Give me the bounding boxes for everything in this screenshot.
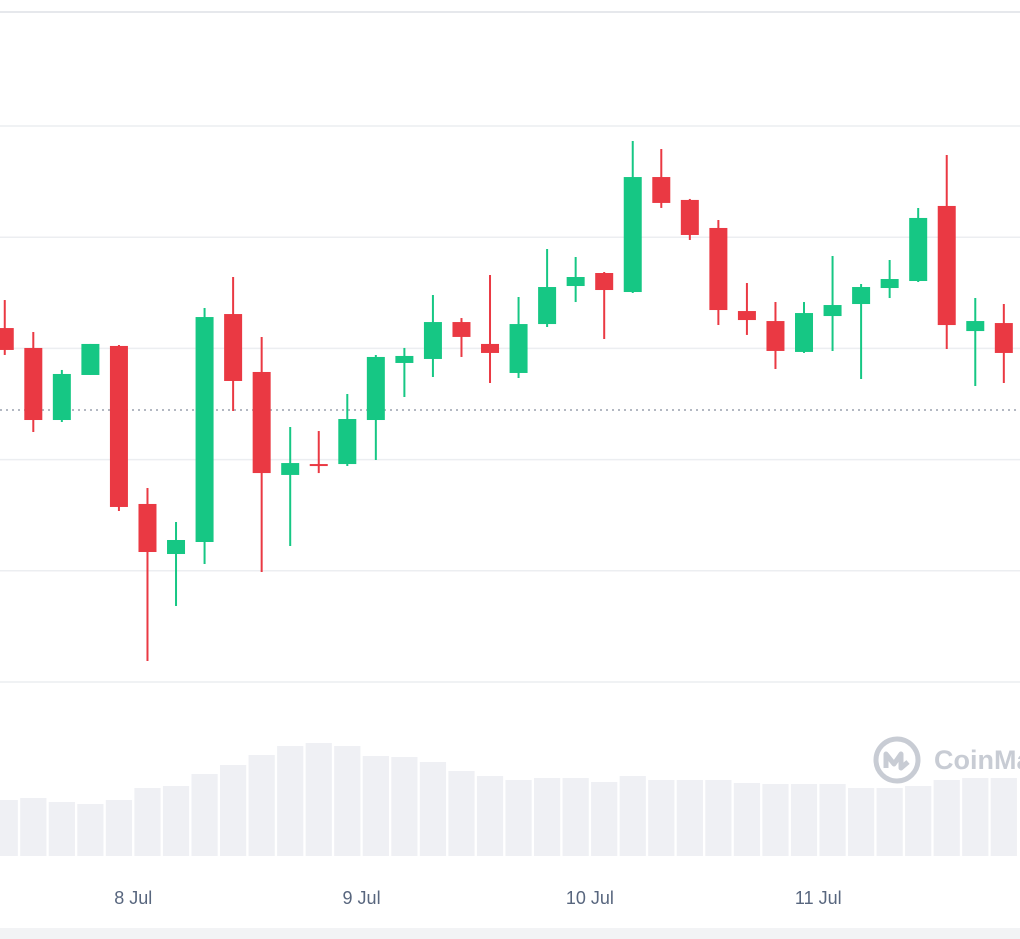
x-tick-label: 10 Jul bbox=[566, 888, 614, 908]
candle-body bbox=[823, 305, 842, 317]
volume-bar bbox=[648, 780, 675, 856]
candle-body bbox=[766, 321, 785, 351]
candle-body bbox=[138, 503, 157, 553]
candle-body bbox=[452, 322, 471, 337]
candle-body bbox=[481, 343, 500, 353]
candle-body bbox=[709, 227, 728, 311]
candle-body bbox=[195, 317, 214, 542]
volume-bar bbox=[591, 782, 618, 856]
watermark: CoinMarketCap bbox=[934, 745, 1020, 775]
x-tick-label: 8 Jul bbox=[114, 888, 152, 908]
candle-body bbox=[909, 217, 928, 282]
candle-body bbox=[309, 464, 328, 467]
candle-body bbox=[509, 324, 528, 373]
candle-body bbox=[566, 277, 585, 287]
volume-bar bbox=[220, 765, 247, 856]
candle-body bbox=[795, 313, 814, 352]
candle-body bbox=[281, 463, 300, 475]
candle-body bbox=[24, 347, 43, 421]
candle-body bbox=[623, 177, 642, 293]
volume-bar bbox=[962, 778, 989, 856]
volume-bar bbox=[391, 757, 418, 856]
candle-body bbox=[652, 177, 671, 203]
candle-body bbox=[538, 287, 557, 325]
candle-body bbox=[252, 371, 271, 474]
volume-bar bbox=[162, 786, 190, 856]
volume-bar bbox=[762, 784, 789, 856]
volume-bar bbox=[277, 746, 304, 856]
volume-bar bbox=[105, 800, 133, 856]
volume-bar bbox=[134, 788, 161, 856]
volume-bar bbox=[876, 788, 903, 856]
volume-bar bbox=[676, 780, 703, 856]
volume-bar bbox=[0, 800, 18, 856]
volume-bar bbox=[48, 802, 75, 856]
x-tick-label: 9 Jul bbox=[343, 888, 381, 908]
volume-bar bbox=[933, 780, 960, 856]
candle-body bbox=[994, 323, 1013, 353]
candle-body bbox=[880, 279, 899, 289]
volume-bar bbox=[619, 776, 646, 856]
volume-bar bbox=[533, 778, 561, 856]
candle-body bbox=[595, 273, 614, 291]
volume-bar bbox=[248, 755, 275, 856]
volume-bar bbox=[847, 788, 875, 856]
candle-body bbox=[423, 322, 442, 359]
candle-body bbox=[338, 419, 357, 465]
volume-bar bbox=[305, 743, 332, 856]
volume-bar bbox=[419, 762, 447, 856]
volume-bar bbox=[819, 784, 846, 856]
volume-bar bbox=[20, 798, 47, 856]
volume-bar bbox=[733, 783, 761, 856]
candle-body bbox=[167, 539, 186, 555]
volume-bar bbox=[562, 778, 589, 856]
candle-body bbox=[737, 311, 756, 321]
candle-body bbox=[366, 356, 385, 421]
candle-body bbox=[109, 345, 128, 507]
candle-body bbox=[966, 321, 985, 332]
volume-bar bbox=[77, 804, 104, 856]
volume-bar bbox=[505, 780, 532, 856]
volume-bar bbox=[476, 776, 504, 856]
candle-body bbox=[395, 355, 414, 363]
candle-body bbox=[0, 328, 14, 350]
volume-bar bbox=[334, 746, 361, 856]
candle-body bbox=[81, 343, 100, 375]
volume-bar bbox=[990, 778, 1017, 856]
volume-bar bbox=[362, 756, 389, 856]
candle-body bbox=[680, 199, 699, 235]
candle-body bbox=[852, 287, 871, 305]
candle-body bbox=[937, 205, 956, 326]
bottom-band bbox=[0, 928, 1020, 939]
volume-bar bbox=[705, 780, 732, 856]
volume-bar bbox=[448, 771, 475, 856]
volume-bar bbox=[790, 784, 818, 856]
watermark-logo bbox=[873, 736, 921, 784]
candle-body bbox=[52, 373, 71, 421]
candle-body bbox=[224, 314, 243, 381]
volume-bar bbox=[905, 786, 932, 856]
x-tick-label: 11 Jul bbox=[795, 888, 842, 908]
volume-bar bbox=[191, 774, 218, 856]
